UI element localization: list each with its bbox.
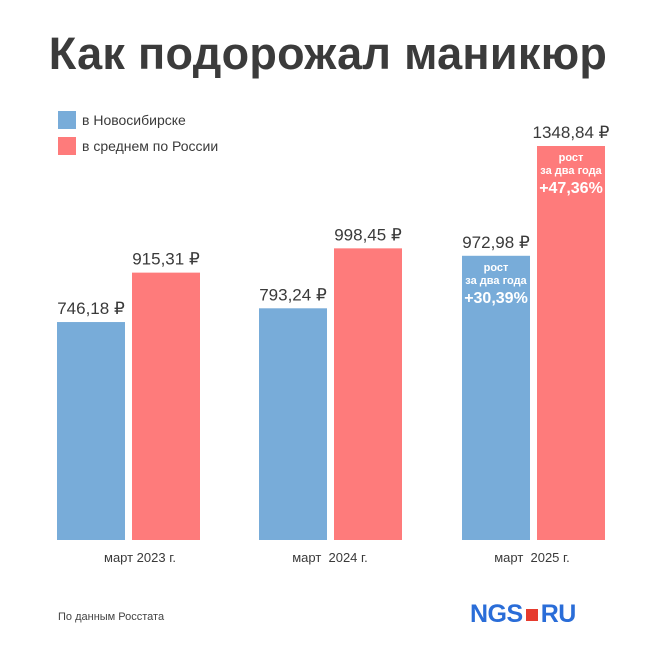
legend-swatch-novosibirsk: [58, 111, 76, 129]
growth-annotation-1-line-1: за два года: [540, 165, 602, 177]
legend: в Новосибирске в среднем по России: [58, 110, 218, 162]
bar-novosibirsk-0: [57, 322, 125, 540]
legend-item-novosibirsk: в Новосибирске: [58, 110, 218, 130]
growth-annotation-1-line-0: рост: [559, 152, 584, 164]
bar-novosibirsk-1: [259, 308, 327, 540]
bar-russia-0: [132, 272, 200, 540]
legend-label-novosibirsk: в Новосибирске: [82, 112, 186, 128]
value-label-novosibirsk-0: 746,18 ₽: [57, 299, 125, 318]
category-label-2: март 2025 г.: [494, 550, 570, 565]
growth-annotation-0-line-2: +30,39%: [464, 290, 528, 307]
source-note: По данным Росстата: [58, 611, 165, 623]
logo-text-ngs: NGS: [470, 600, 523, 628]
legend-item-russia: в среднем по России: [58, 136, 218, 156]
bar-russia-1: [334, 248, 402, 540]
value-label-novosibirsk-1: 793,24 ₽: [259, 285, 327, 304]
legend-label-russia: в среднем по России: [82, 138, 219, 154]
value-label-russia-0: 915,31 ₽: [132, 250, 200, 269]
category-label-0: март 2023 г.: [104, 550, 176, 565]
value-label-russia-1: 998,45 ₽: [334, 225, 402, 244]
growth-annotation-0-line-1: за два года: [465, 275, 527, 287]
bar-novosibirsk-2: [462, 255, 530, 540]
chart-title: Как подорожал маникюр: [48, 28, 608, 79]
logo-dot-icon: [525, 608, 538, 621]
legend-swatch-russia: [58, 137, 76, 155]
growth-annotation-1-line-2: +47,36%: [539, 180, 603, 197]
ngs-logo: NGS RU: [470, 600, 576, 629]
value-label-russia-2: 1348,84 ₽: [533, 123, 610, 142]
category-label-1: март 2024 г.: [292, 550, 368, 565]
growth-annotation-0-line-0: рост: [484, 262, 509, 274]
value-label-novosibirsk-2: 972,98 ₽: [462, 233, 530, 252]
logo-text-ru: RU: [540, 600, 577, 628]
bar-russia-2: [537, 146, 605, 540]
